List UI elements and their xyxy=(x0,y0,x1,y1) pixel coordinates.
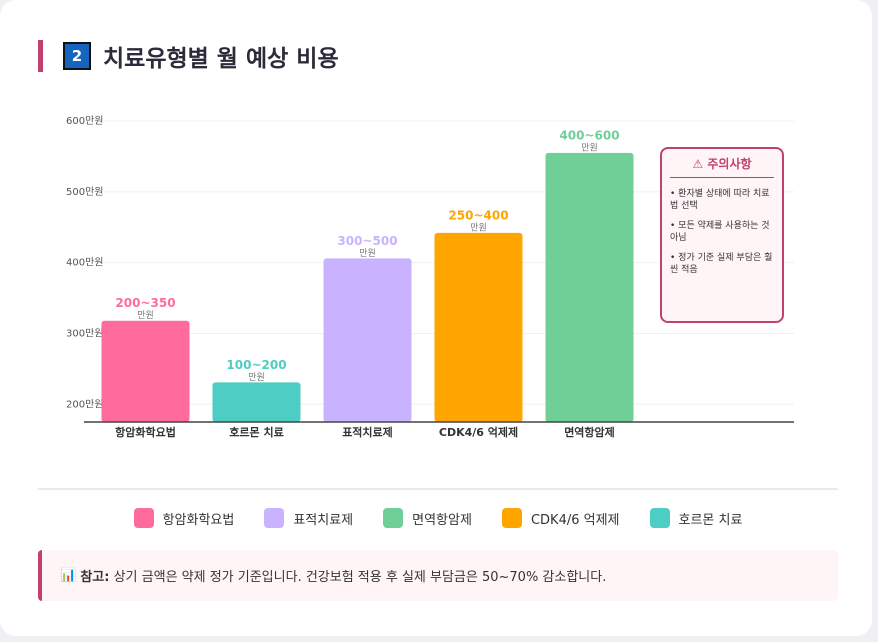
legend-swatch xyxy=(649,508,670,528)
legend-label: 표적치료제 xyxy=(293,512,354,528)
legend-swatch xyxy=(501,508,522,528)
caution-text: 모든 약제를 사용하는 것 아님 xyxy=(670,221,770,243)
bar xyxy=(212,382,301,422)
x-tick-label: CDK4/6 억제제 xyxy=(439,425,518,439)
x-tick-label: 호르몬 치료 xyxy=(229,425,283,439)
caution-item: • 환자별 상태에 따라 치료법 선택 xyxy=(670,189,770,211)
value-label: 300~500 xyxy=(337,234,397,248)
value-label: 100~200 xyxy=(226,358,286,372)
bar xyxy=(434,232,523,422)
legend-swatch xyxy=(133,508,154,528)
legend-item: 면역항암제 xyxy=(383,508,472,528)
chart-title: 치료유형별 월 예상 비용 xyxy=(103,46,339,72)
caution-text: 환자별 상태에 따라 치료법 선택 xyxy=(670,189,770,211)
value-label: 400~600 xyxy=(559,128,619,142)
caution-item: • 정가 기준 실제 부담은 훨씬 적음 xyxy=(670,253,773,275)
value-unit: 만원 xyxy=(470,222,487,233)
separator xyxy=(38,488,838,490)
legend-item: 표적치료제 xyxy=(264,508,353,528)
legend-label: 항암화학요법 xyxy=(162,512,235,528)
note: 📊 참고: 상기 금액은 약제 정가 기준입니다. 건강보험 적용 후 실제 부… xyxy=(38,550,838,601)
value-label: 250~400 xyxy=(448,208,508,222)
bar xyxy=(323,258,412,422)
legend-label: 호르몬 치료 xyxy=(678,512,743,528)
legend-item: 항암화학요법 xyxy=(133,508,235,528)
caution-title: ⚠ 주의사항 xyxy=(670,155,774,178)
legend-label: CDK4/6 억제제 xyxy=(530,512,620,528)
x-tick-label: 항암화학요법 xyxy=(115,425,176,439)
y-tick-label: 600만원 xyxy=(66,115,104,127)
legend-label: 면역항암제 xyxy=(412,512,472,528)
value-label: 200~350 xyxy=(115,296,175,310)
chart: 200만원300만원400만원500만원600만원200~350만원항암화학요법… xyxy=(66,115,794,439)
value-unit: 만원 xyxy=(581,142,598,153)
legend-swatch xyxy=(264,508,285,528)
caution-text: 정가 기준 실제 부담은 훨씬 적음 xyxy=(670,253,773,275)
bar xyxy=(101,320,190,422)
value-unit: 만원 xyxy=(137,310,154,321)
bar xyxy=(545,152,634,422)
caution-item: • 모든 약제를 사용하는 것 아님 xyxy=(670,221,770,243)
legend: 항암화학요법 표적치료제 면역항암제 CDK4/6 억제제 호르몬 치료 xyxy=(38,508,838,528)
y-tick-label: 500만원 xyxy=(66,186,104,198)
note-text: 상기 금액은 약제 정가 기준입니다. 건강보험 적용 후 실제 부담금은 50… xyxy=(113,570,607,585)
section-number: 2 xyxy=(63,42,91,70)
legend-swatch xyxy=(383,508,404,528)
caution-title-text: 주의사항 xyxy=(707,157,752,171)
note-label: 참고: xyxy=(80,570,110,585)
section-title: 2 치료유형별 월 예상 비용 xyxy=(38,40,339,72)
legend-item: 호르몬 치료 xyxy=(649,508,743,528)
value-unit: 만원 xyxy=(248,372,265,383)
legend-item: CDK4/6 억제제 xyxy=(501,508,620,528)
y-tick-label: 400만원 xyxy=(66,257,104,269)
caution-box: ⚠ 주의사항 • 환자별 상태에 따라 치료법 선택 • 모든 약제를 사용하는… xyxy=(660,147,784,323)
x-tick-label: 면역항암제 xyxy=(564,425,615,439)
value-unit: 만원 xyxy=(359,248,376,259)
x-tick-label: 표적치료제 xyxy=(342,425,393,439)
y-tick-label: 300만원 xyxy=(66,327,104,339)
y-tick-label: 200만원 xyxy=(66,398,104,410)
